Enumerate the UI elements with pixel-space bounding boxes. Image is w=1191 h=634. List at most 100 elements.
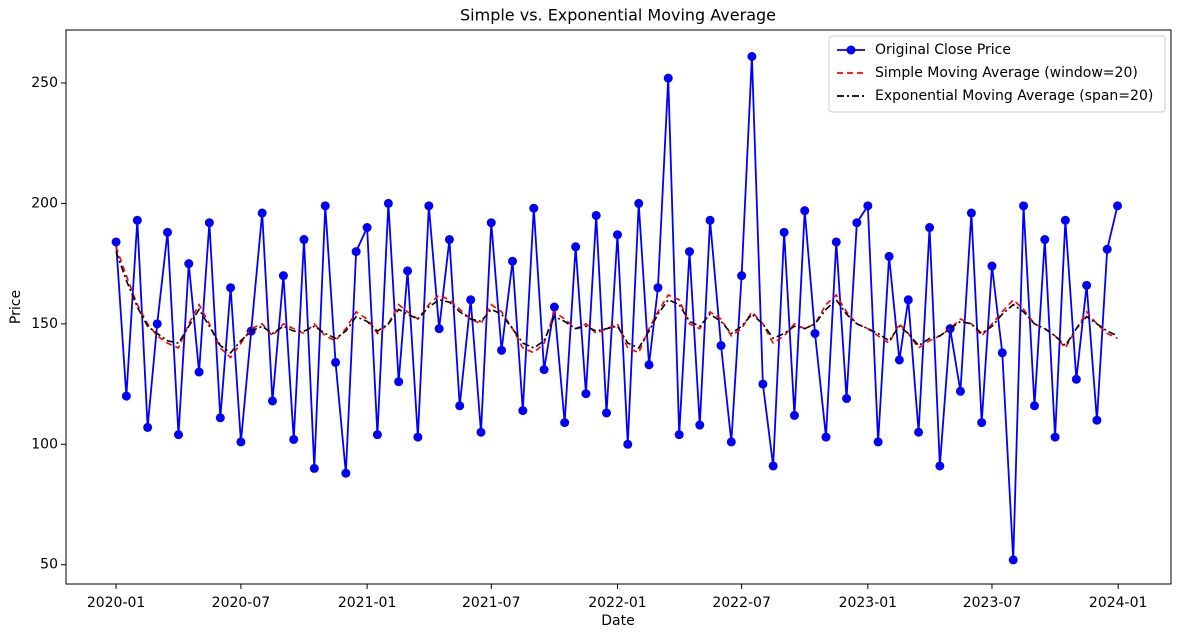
point-marker xyxy=(914,427,924,437)
point-marker xyxy=(204,218,214,228)
y-tick-label: 150 xyxy=(31,316,58,332)
point-marker xyxy=(695,420,705,430)
x-tick-label: 2021-01 xyxy=(338,595,397,611)
point-marker xyxy=(935,461,945,471)
point-marker xyxy=(508,256,518,266)
x-tick-label: 2020-01 xyxy=(87,595,146,611)
point-marker xyxy=(966,208,976,218)
point-marker xyxy=(810,328,820,338)
point-marker xyxy=(163,227,173,237)
point-marker xyxy=(121,391,131,401)
point-marker xyxy=(800,206,810,216)
point-marker xyxy=(737,271,747,281)
x-tick-label: 2021-07 xyxy=(462,595,521,611)
point-marker xyxy=(341,468,351,478)
point-marker xyxy=(634,198,644,208)
point-marker xyxy=(1050,432,1060,442)
point-marker xyxy=(413,432,423,442)
point-marker xyxy=(1030,401,1040,411)
point-marker xyxy=(903,295,913,305)
point-marker xyxy=(518,406,528,416)
point-marker xyxy=(383,198,393,208)
legend-label: Simple Moving Average (window=20) xyxy=(875,65,1138,81)
x-tick-label: 2023-07 xyxy=(963,595,1022,611)
point-marker xyxy=(601,408,611,418)
point-marker xyxy=(1082,280,1092,290)
point-marker xyxy=(476,427,486,437)
point-marker xyxy=(111,237,121,247)
point-marker xyxy=(705,215,715,225)
y-tick-label: 250 xyxy=(31,75,58,91)
point-marker xyxy=(571,242,581,252)
y-tick-label: 50 xyxy=(40,557,58,573)
point-marker xyxy=(403,266,413,276)
point-marker xyxy=(1040,235,1050,245)
point-marker xyxy=(278,271,288,281)
point-marker xyxy=(873,437,883,447)
point-marker xyxy=(362,223,372,233)
legend-label: Exponential Moving Average (span=20) xyxy=(875,88,1153,104)
point-marker xyxy=(955,386,965,396)
x-tick-label: 2023-01 xyxy=(839,595,898,611)
point-marker xyxy=(184,259,194,269)
point-marker xyxy=(644,360,654,370)
point-marker xyxy=(1112,201,1122,211)
point-marker xyxy=(653,283,663,293)
point-marker xyxy=(257,208,267,218)
point-marker xyxy=(977,418,987,428)
point-marker xyxy=(789,410,799,420)
point-marker xyxy=(1102,244,1112,254)
point-marker xyxy=(997,348,1007,358)
point-marker xyxy=(132,215,142,225)
point-marker xyxy=(779,227,789,237)
legend-label: Original Close Price xyxy=(875,42,1011,58)
x-tick-label: 2022-01 xyxy=(588,595,647,611)
point-marker xyxy=(372,430,382,440)
y-tick-label: 200 xyxy=(31,195,58,211)
point-marker xyxy=(663,73,673,83)
point-marker xyxy=(674,430,684,440)
point-marker xyxy=(623,439,633,449)
point-marker xyxy=(894,355,904,365)
point-marker xyxy=(884,251,894,261)
point-marker xyxy=(226,283,236,293)
point-marker xyxy=(351,247,361,257)
point-marker xyxy=(612,230,622,240)
point-marker xyxy=(539,365,549,375)
point-marker xyxy=(987,261,997,271)
point-marker xyxy=(852,218,862,228)
x-tick-label: 2022-07 xyxy=(712,595,771,611)
point-marker xyxy=(173,430,183,440)
point-marker xyxy=(747,51,757,61)
point-marker xyxy=(320,201,330,211)
point-marker xyxy=(863,201,873,211)
point-marker xyxy=(331,357,341,367)
point-marker xyxy=(455,401,465,411)
x-tick-label: 2024-01 xyxy=(1089,595,1148,611)
point-marker xyxy=(842,394,852,404)
plot-frame xyxy=(65,29,1172,585)
point-marker xyxy=(758,379,768,389)
point-marker xyxy=(529,203,539,213)
point-marker xyxy=(215,413,225,423)
point-marker xyxy=(236,437,246,447)
y-axis-label: Price xyxy=(8,290,24,324)
point-marker xyxy=(1071,374,1081,384)
point-marker xyxy=(716,341,726,351)
point-marker xyxy=(424,201,434,211)
point-marker xyxy=(497,345,507,355)
point-marker xyxy=(1092,415,1102,425)
point-marker xyxy=(560,418,570,428)
point-marker xyxy=(309,463,319,473)
point-marker xyxy=(267,396,277,406)
point-marker xyxy=(466,295,476,305)
point-marker xyxy=(143,422,153,432)
point-marker xyxy=(581,389,591,399)
point-marker xyxy=(591,210,601,220)
point-marker xyxy=(299,235,309,245)
point-marker xyxy=(1008,555,1018,565)
point-marker xyxy=(684,247,694,257)
point-marker xyxy=(394,377,404,387)
point-marker xyxy=(831,237,841,247)
